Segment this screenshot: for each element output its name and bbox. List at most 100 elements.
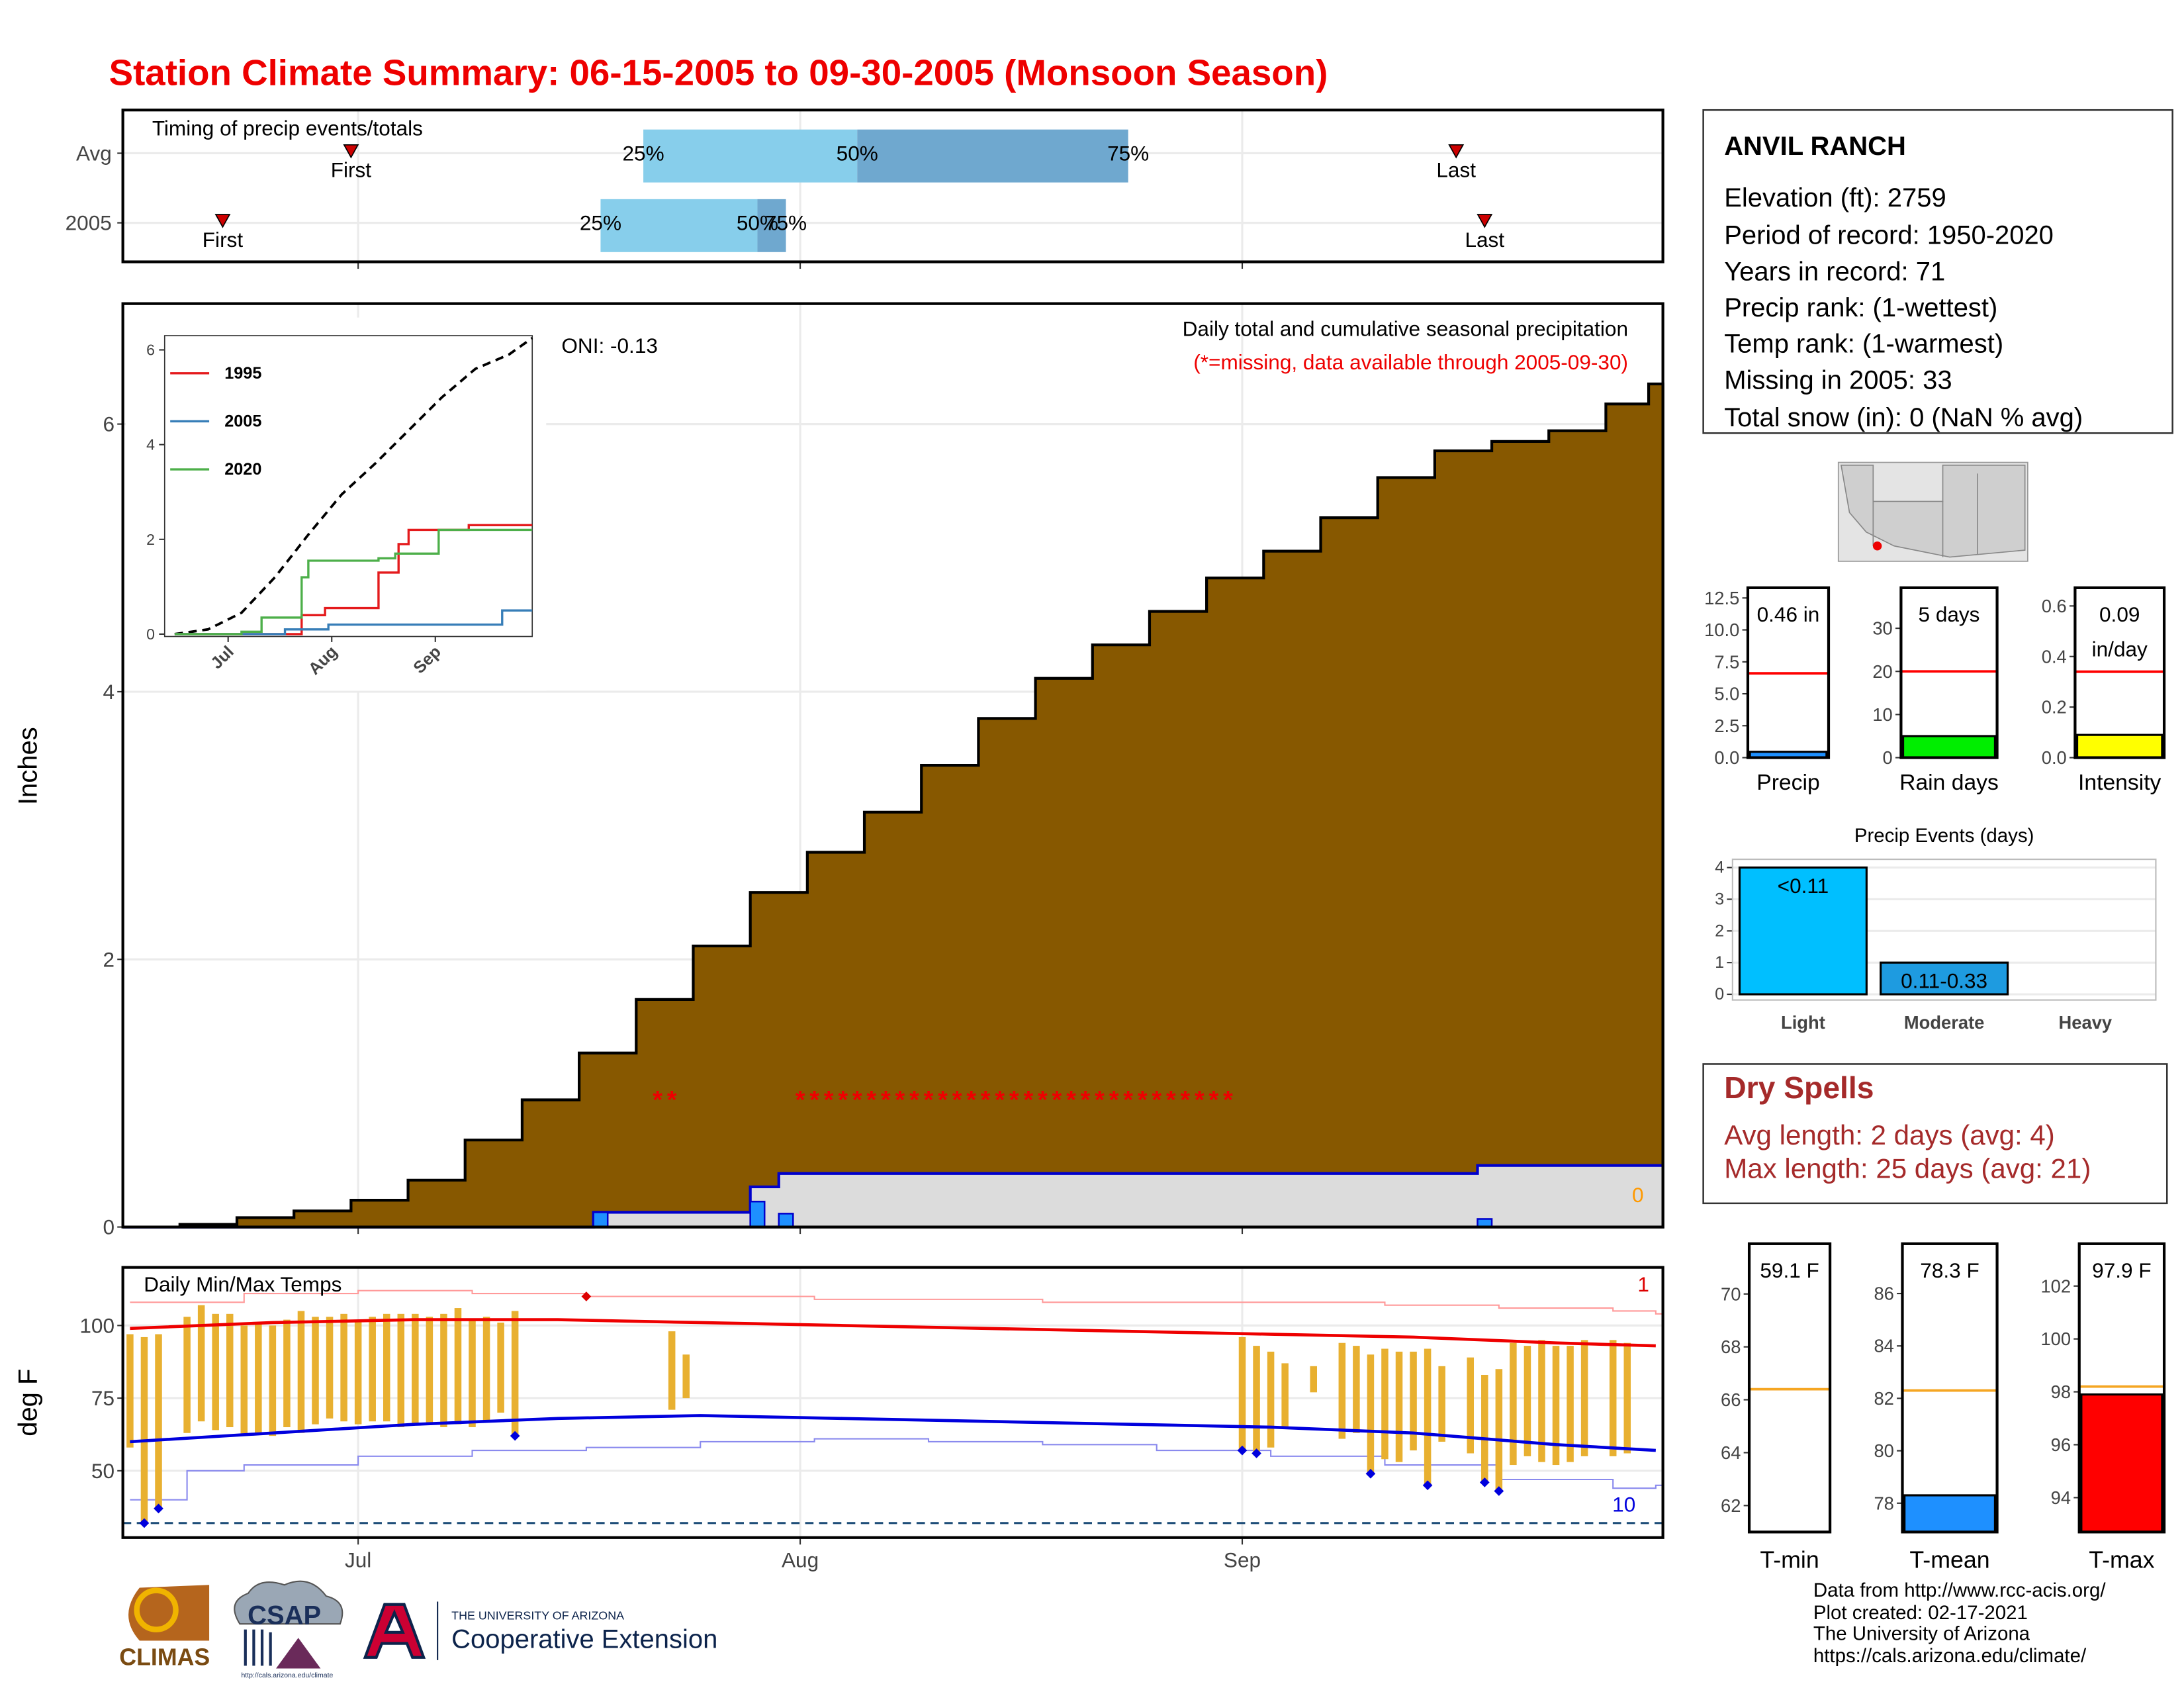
missing-marker: * bbox=[866, 1086, 876, 1114]
csap-url: http://cals.arizona.edu/climate bbox=[241, 1671, 333, 1679]
missing-marker: * bbox=[909, 1086, 919, 1114]
temp-range-bar bbox=[668, 1331, 676, 1410]
extension-text: Cooperative Extension bbox=[451, 1624, 717, 1654]
station-line: Years in record: 71 bbox=[1724, 257, 1945, 286]
temp-range-bar bbox=[283, 1319, 291, 1427]
record-marker bbox=[1251, 1448, 1261, 1458]
normal-min-line bbox=[130, 1414, 1656, 1452]
y-tick-label: 68 bbox=[1721, 1336, 1741, 1357]
temp-range-bar bbox=[340, 1313, 347, 1422]
temp-range-bar bbox=[469, 1319, 476, 1427]
quantile-label: 25% bbox=[623, 141, 664, 165]
y-tick-label: 7.5 bbox=[1714, 651, 1739, 672]
panel-border bbox=[2077, 1242, 2166, 1534]
quantile-label: 50% bbox=[837, 141, 878, 165]
unit-label: in/day bbox=[2092, 637, 2148, 661]
panel-border bbox=[1899, 586, 1999, 759]
temp-range-bar bbox=[426, 1317, 433, 1425]
temp-range-bar bbox=[1381, 1348, 1388, 1460]
temp-range-bar bbox=[1524, 1346, 1531, 1456]
temp-range-bar bbox=[1623, 1342, 1631, 1454]
temp-range-bar bbox=[412, 1313, 419, 1425]
temp-range-bar bbox=[1438, 1366, 1445, 1442]
quantile-label: 50% bbox=[737, 211, 778, 235]
missing-marker: * bbox=[653, 1086, 662, 1114]
missing-marker: * bbox=[1223, 1086, 1233, 1114]
missing-marker: * bbox=[1180, 1086, 1190, 1114]
daily-precip-bar bbox=[778, 1213, 794, 1228]
category-label: T-mean bbox=[1909, 1546, 1989, 1573]
locator-map bbox=[1837, 461, 2028, 562]
value-label: 0.46 in bbox=[1757, 602, 1820, 626]
event-label: Last bbox=[1465, 228, 1504, 252]
ua-logo bbox=[363, 1603, 426, 1659]
precip-title: Daily total and cumulative seasonal prec… bbox=[1183, 317, 1628, 341]
y-tick-label: 0 bbox=[1883, 747, 1893, 768]
missing-marker: * bbox=[1009, 1086, 1019, 1114]
panel-border bbox=[121, 109, 1664, 263]
temp-range-bar bbox=[354, 1319, 362, 1425]
timing-bar bbox=[757, 199, 786, 252]
panel-border bbox=[1746, 586, 1831, 759]
x-tick-label: Aug bbox=[782, 1548, 819, 1571]
record-marker bbox=[1422, 1480, 1433, 1491]
temp-range-bar bbox=[511, 1311, 519, 1436]
missing-marker: * bbox=[1195, 1086, 1205, 1114]
quantile-label: 25% bbox=[580, 211, 621, 235]
temp-range-bar bbox=[1567, 1346, 1574, 1462]
station-line: Missing in 2005: 33 bbox=[1724, 365, 1952, 395]
temp-range-bar bbox=[312, 1317, 319, 1425]
y-tick-label: 0.0 bbox=[1714, 747, 1739, 768]
panel bbox=[122, 1267, 1663, 1538]
temp-range-bar bbox=[240, 1325, 248, 1436]
csap-text: CSAP bbox=[248, 1601, 321, 1630]
missing-marker: * bbox=[1123, 1086, 1133, 1114]
temp-range-bar bbox=[1609, 1340, 1617, 1456]
normal-max-line bbox=[130, 1318, 1656, 1348]
y-tick-label: 64 bbox=[1721, 1442, 1741, 1463]
daily-precip-bar bbox=[592, 1211, 609, 1228]
dry-spells-box: Dry Spells Avg length: 2 days (avg: 4) M… bbox=[1702, 1063, 2168, 1205]
missing-marker: * bbox=[1152, 1086, 1161, 1114]
y-tick-label: 98 bbox=[2051, 1382, 2071, 1402]
temp-range-bar bbox=[1510, 1342, 1517, 1466]
record-marker bbox=[510, 1430, 520, 1441]
event-label: First bbox=[331, 158, 372, 182]
missing-marker: * bbox=[1109, 1086, 1119, 1114]
y-tick-label: 3 bbox=[1715, 890, 1724, 908]
inset-panel bbox=[163, 335, 533, 637]
temp-range-bar bbox=[326, 1317, 334, 1419]
y-tick-label: 0.0 bbox=[2042, 747, 2067, 768]
y-tick-label: 4 bbox=[103, 680, 114, 704]
csap-cloud bbox=[234, 1580, 343, 1625]
y-tick-label: 1 bbox=[1715, 953, 1724, 972]
precip-subtitle: (*=missing, data available through 2005-… bbox=[1193, 350, 1628, 374]
temp-range-bar bbox=[1552, 1346, 1560, 1466]
y-tick-label: 10.0 bbox=[1704, 620, 1739, 640]
y-tick-label: 96 bbox=[2051, 1434, 2071, 1455]
temp-range-bar bbox=[440, 1313, 447, 1427]
dry-spells-line: Max length: 25 days (avg: 21) bbox=[1724, 1153, 2091, 1184]
y-tick-label: 100 bbox=[79, 1313, 114, 1337]
quantile-label: 75% bbox=[765, 211, 807, 235]
timing-bar bbox=[643, 129, 858, 183]
category-label: Moderate bbox=[1904, 1012, 1985, 1033]
missing-marker: * bbox=[1023, 1086, 1033, 1114]
daily-precip-bar bbox=[749, 1200, 766, 1228]
map-borders bbox=[1872, 473, 1978, 557]
temp-range-bar bbox=[155, 1334, 162, 1509]
missing-marker: * bbox=[966, 1086, 976, 1114]
temp-range-bar bbox=[454, 1308, 462, 1425]
value-label: 5 days bbox=[1919, 602, 1980, 626]
temp-range-bar bbox=[1467, 1357, 1475, 1454]
station-frame bbox=[1702, 109, 2173, 434]
category-label: Light bbox=[1781, 1012, 1825, 1033]
temp-range-bar bbox=[1367, 1354, 1375, 1474]
temp-range-bar bbox=[1238, 1336, 1246, 1451]
missing-marker: * bbox=[796, 1086, 805, 1114]
legend-label: 2005 bbox=[224, 412, 261, 430]
missing-marker: * bbox=[938, 1086, 948, 1114]
map-states bbox=[1840, 464, 2026, 558]
